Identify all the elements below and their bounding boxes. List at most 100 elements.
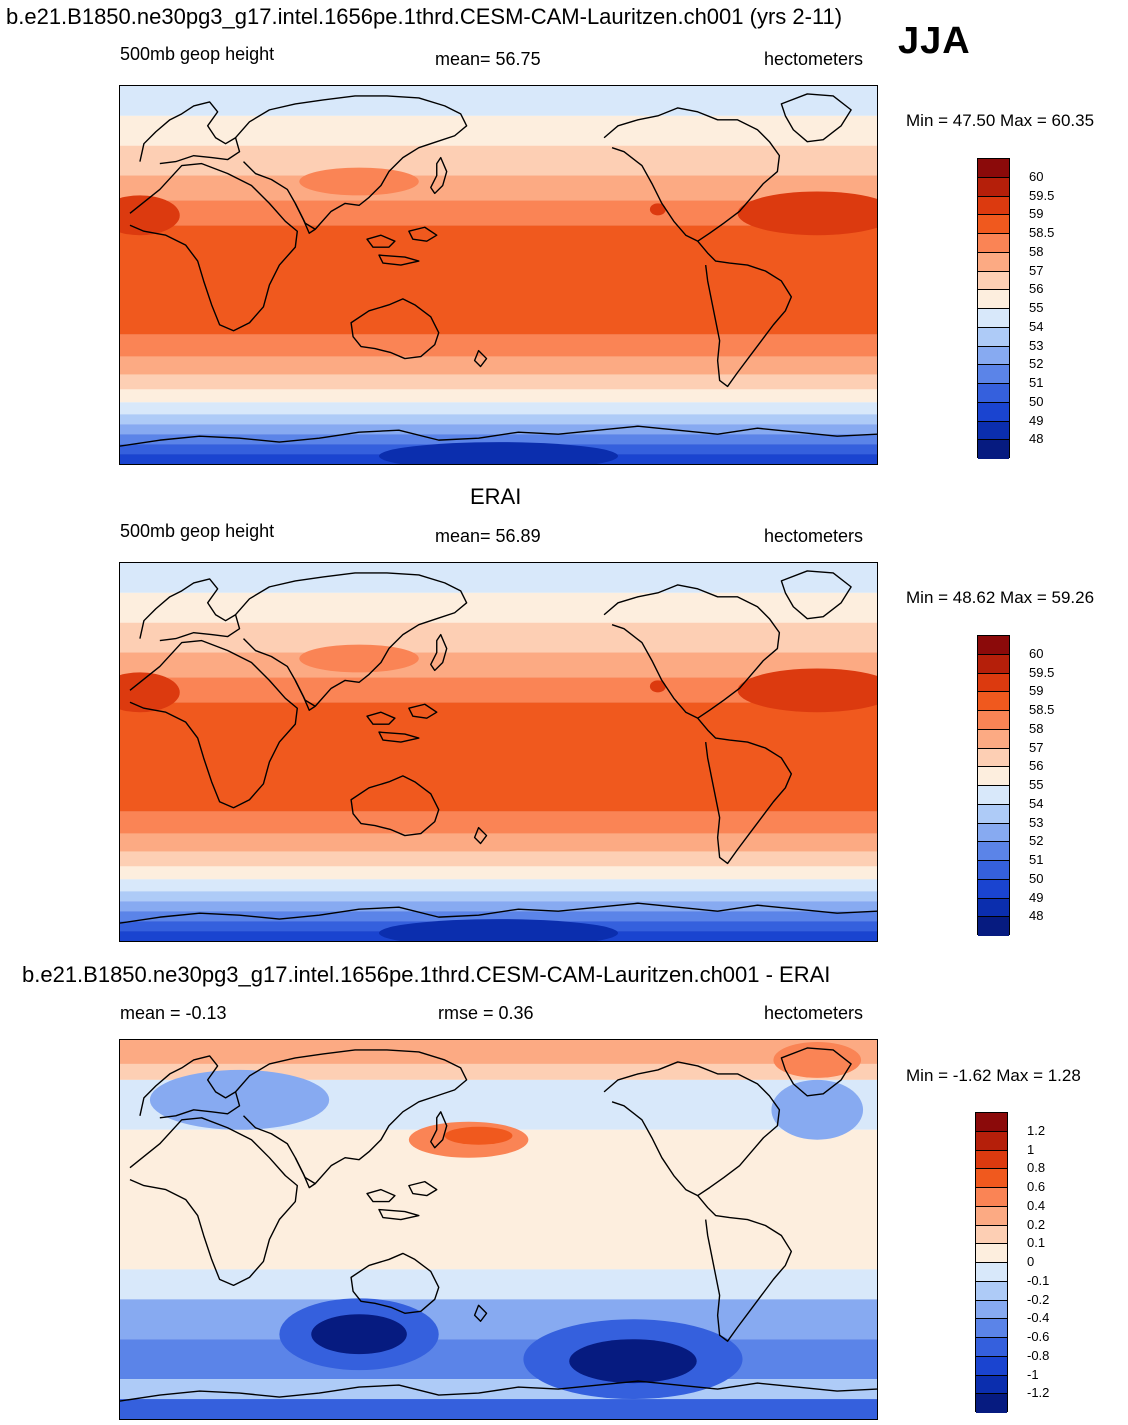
- coastline: [430, 633, 448, 672]
- coastline: [697, 240, 793, 388]
- field-band: [120, 1063, 877, 1080]
- field-feature: [773, 1041, 862, 1078]
- field-band: [120, 833, 877, 852]
- colorbar-tick-label: -1: [1027, 1366, 1039, 1382]
- colorbar-box: [976, 1263, 1007, 1282]
- coastline: [603, 107, 781, 242]
- colorbar-box: [978, 729, 1009, 749]
- field-band: [120, 622, 877, 653]
- field-band: [120, 879, 877, 892]
- colorbar-box: [976, 1150, 1007, 1170]
- field-band: [120, 1299, 877, 1340]
- colorbar-tick-label: 0.4: [1027, 1197, 1046, 1213]
- coastline: [780, 1047, 852, 1097]
- field-feature: [120, 672, 180, 713]
- colorbar-box: [978, 177, 1009, 197]
- colorbar-box: [978, 748, 1009, 768]
- field-band: [120, 851, 877, 867]
- colorbar-tick-label: 51: [1029, 375, 1044, 390]
- colorbar-tick-label: -0.4: [1027, 1310, 1050, 1326]
- colorbar-tick-label: 59.5: [1029, 187, 1055, 203]
- colorbar-tick-label: -0.1: [1027, 1272, 1050, 1288]
- colorbar-tick-label: 0.1: [1027, 1235, 1046, 1251]
- panel-3-colorbar: [975, 1112, 1008, 1413]
- coastline: [139, 1055, 241, 1119]
- coastline: [120, 425, 877, 447]
- colorbar-tick-label: 54: [1029, 795, 1044, 811]
- colorbar-box: [976, 1188, 1007, 1207]
- coastline: [697, 1195, 793, 1342]
- colorbar-box: [976, 1356, 1007, 1376]
- colorbar-box: [978, 842, 1009, 861]
- field-band: [120, 402, 877, 415]
- field-feature: [120, 195, 180, 236]
- colorbar-box: [978, 654, 1009, 674]
- colorbar-box: [978, 365, 1009, 384]
- field-feature: [149, 1069, 330, 1130]
- field-band: [120, 389, 877, 403]
- colorbar-tick-label: 50: [1029, 393, 1044, 409]
- field-feature: [311, 1314, 407, 1355]
- colorbar-box: [978, 879, 1009, 899]
- coastline: [408, 1180, 438, 1197]
- field-band: [120, 1239, 877, 1270]
- colorbar-box: [976, 1131, 1007, 1151]
- colorbar-box: [978, 421, 1009, 441]
- colorbar-tick-label: 59: [1029, 206, 1044, 222]
- panel-1-colorbar: [977, 158, 1010, 459]
- colorbar-box: [978, 673, 1009, 693]
- field-band: [120, 1399, 877, 1419]
- colorbar-box: [978, 159, 1009, 178]
- field-band: [120, 901, 877, 912]
- panel-2-mean-label: mean= 56.89: [435, 526, 541, 546]
- coastline: [430, 1111, 448, 1149]
- field-feature: [379, 442, 618, 464]
- colorbar-box: [976, 1113, 1007, 1132]
- colorbar-box: [978, 823, 1009, 843]
- colorbar-tick-label: 51: [1029, 852, 1044, 867]
- field-band: [120, 1379, 877, 1400]
- colorbar-box: [978, 384, 1009, 403]
- colorbar-box: [978, 711, 1009, 730]
- colorbar-box: [978, 440, 1009, 459]
- colorbar-tick-label: 52: [1029, 833, 1044, 849]
- field-band: [120, 225, 877, 335]
- field-band: [120, 434, 877, 445]
- field-band: [120, 145, 877, 176]
- colorbar-tick-label: 55: [1029, 777, 1044, 792]
- colorbar-tick-label: 55: [1029, 300, 1044, 315]
- panel-3-mean-label: mean = -0.13: [120, 1003, 227, 1023]
- colorbar-box: [976, 1281, 1007, 1301]
- colorbar-box: [976, 1169, 1007, 1188]
- panel-1-mean-label: mean= 56.75: [435, 49, 541, 69]
- colorbar-box: [978, 215, 1009, 234]
- colorbar-box: [978, 271, 1009, 291]
- colorbar-box: [978, 786, 1009, 805]
- panel-2-title: ERAI: [470, 484, 522, 509]
- field-band: [120, 414, 877, 425]
- field-band: [120, 891, 877, 902]
- coastline: [129, 162, 298, 332]
- panel-2-minmax: Min = 48.62 Max = 59.26: [906, 588, 1095, 607]
- colorbar-box: [978, 636, 1009, 655]
- coastline: [408, 226, 438, 242]
- colorbar-box: [978, 692, 1009, 711]
- field-feature: [737, 668, 877, 713]
- panel-2-units-label: hectometers: [764, 526, 864, 546]
- colorbar-tick-label: -0.2: [1027, 1291, 1050, 1307]
- coastline: [408, 703, 438, 719]
- colorbar-tick-label: 1.2: [1027, 1122, 1046, 1138]
- colorbar-tick-label: 49: [1029, 889, 1044, 905]
- coastline: [697, 717, 793, 865]
- colorbar-tick-label: -0.8: [1027, 1347, 1050, 1363]
- colorbar-tick-label: 52: [1029, 356, 1044, 372]
- coastline: [378, 731, 420, 743]
- field-feature: [299, 167, 419, 196]
- colorbar-tick-label: 56: [1029, 758, 1044, 774]
- colorbar-box: [976, 1375, 1007, 1395]
- colorbar-box: [976, 1225, 1007, 1245]
- field-feature: [737, 191, 877, 236]
- field-band: [120, 911, 877, 922]
- coastline: [350, 775, 440, 837]
- colorbar-box: [976, 1338, 1007, 1357]
